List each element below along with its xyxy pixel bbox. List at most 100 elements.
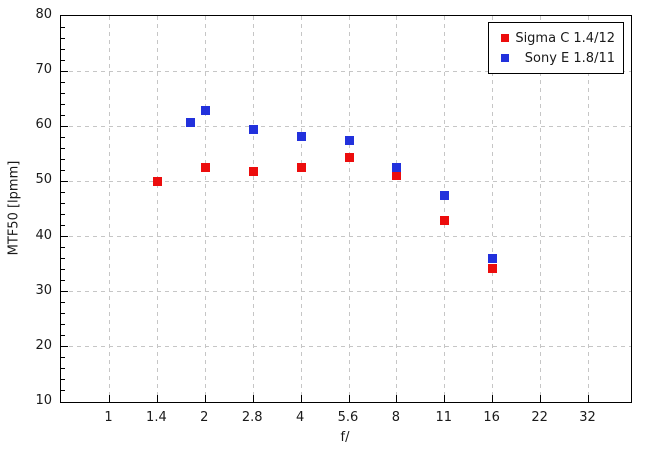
y-minor-tick-42 <box>61 225 65 227</box>
x-major-tick-8 <box>396 395 398 402</box>
gridline-y-60 <box>61 125 631 127</box>
point-sigma-f2 <box>200 163 210 173</box>
y-minor-tick-36 <box>61 258 65 260</box>
x-major-tick-4 <box>300 395 302 402</box>
y-minor-tick-14 <box>61 379 65 381</box>
y-minor-tick-68 <box>61 81 65 83</box>
x-major-tick-1.4 <box>156 395 158 402</box>
point-sigma-f4 <box>296 163 306 173</box>
y-tick-label-20: 20 <box>35 337 52 353</box>
y-tick-label-80: 80 <box>35 7 52 22</box>
y-minor-tick-76 <box>61 37 65 39</box>
y-minor-tick-78 <box>61 26 65 28</box>
point-sigma-f8 <box>392 171 402 181</box>
y-minor-tick-66 <box>61 92 65 94</box>
gridline-y-40 <box>61 236 631 238</box>
y-minor-tick-74 <box>61 48 65 50</box>
gridline-x-8 <box>396 16 398 402</box>
y-major-tick-60 <box>61 125 68 127</box>
y-minor-tick-64 <box>61 103 65 105</box>
y-minor-tick-52 <box>61 169 65 171</box>
point-sigma-f11 <box>440 215 450 225</box>
y-minor-tick-48 <box>61 191 65 193</box>
x-major-tick-11 <box>444 395 446 402</box>
point-sony-f8 <box>392 162 402 172</box>
x-major-tick-2 <box>204 395 206 402</box>
x-major-tick-2.8 <box>252 395 254 402</box>
gridline-x-32 <box>588 16 589 402</box>
y-major-tick-20 <box>61 346 68 348</box>
gridline-x-5.6 <box>348 16 350 402</box>
legend-label-sony: Sony E 1.8/11 <box>524 50 615 66</box>
legend-entry-sony: Sony E 1.8/11 <box>497 50 615 66</box>
x-tick-label-11: 11 <box>435 410 453 425</box>
x-tick-label-5.6: 5.6 <box>337 410 359 425</box>
legend-marker-sony <box>501 54 509 62</box>
y-minor-tick-44 <box>61 214 65 215</box>
point-sony-f5.6 <box>344 136 354 146</box>
gridline-x-1 <box>109 16 110 402</box>
y-major-tick-40 <box>61 236 68 238</box>
point-sigma-f16 <box>488 263 498 273</box>
y-minor-tick-56 <box>61 147 65 149</box>
y-tick-label-40: 40 <box>35 227 52 243</box>
legend: Sigma C 1.4/12 Sony E 1.8/11 <box>488 22 624 74</box>
point-sony-f2 <box>200 106 210 116</box>
y-minor-tick-28 <box>61 302 65 304</box>
x-major-tick-5.6 <box>348 395 350 402</box>
gridline-x-4 <box>300 16 302 402</box>
y-minor-tick-62 <box>61 114 65 116</box>
gridline-y-20 <box>61 346 631 348</box>
y-minor-tick-16 <box>61 368 65 370</box>
y-tick-label-50: 50 <box>35 172 52 188</box>
y-minor-tick-38 <box>61 247 65 249</box>
point-sony-f4 <box>296 131 306 141</box>
gridline-y-30 <box>61 291 631 293</box>
plot-area: Sigma C 1.4/12 Sony E 1.8/11 <box>60 15 632 403</box>
y-minor-tick-32 <box>61 280 65 282</box>
legend-entry-sigma: Sigma C 1.4/12 <box>497 30 615 46</box>
y-tick-label-30: 30 <box>35 282 52 298</box>
legend-marker-sigma <box>501 34 509 42</box>
point-sony-f11 <box>440 190 450 200</box>
gridline-y-50 <box>61 180 631 182</box>
x-axis-label: f/ <box>340 430 350 445</box>
legend-label-sigma: Sigma C 1.4/12 <box>515 30 615 46</box>
x-tick-label-16: 16 <box>483 410 500 425</box>
y-minor-tick-26 <box>61 313 65 315</box>
gridline-x-11 <box>444 16 446 402</box>
y-tick-label-70: 70 <box>35 62 52 78</box>
gridline-x-2.8 <box>252 16 254 402</box>
x-major-tick-32 <box>588 395 589 402</box>
gridline-x-22 <box>540 16 542 402</box>
x-tick-label-1.4: 1.4 <box>146 410 167 425</box>
y-minor-tick-34 <box>61 269 65 271</box>
point-sony-f2.8 <box>248 125 258 135</box>
point-sony-f1.8 <box>186 118 196 128</box>
gridline-x-1.4 <box>156 16 158 402</box>
x-tick-label-2: 2 <box>200 410 209 425</box>
x-tick-label-4: 4 <box>295 410 305 425</box>
y-minor-tick-22 <box>61 335 65 337</box>
y-tick-label-10: 10 <box>35 393 52 408</box>
point-sigma-f1.4 <box>152 176 162 186</box>
y-minor-tick-72 <box>61 59 65 61</box>
point-sony-f16 <box>488 254 498 264</box>
x-tick-label-22: 22 <box>531 410 548 425</box>
x-tick-label-2.8: 2.8 <box>241 410 263 425</box>
point-sigma-f5.6 <box>344 153 354 163</box>
x-major-tick-22 <box>540 395 542 402</box>
y-major-tick-50 <box>61 180 68 182</box>
y-major-tick-30 <box>61 291 68 293</box>
gridline-y-70 <box>61 70 631 72</box>
y-minor-tick-18 <box>61 357 65 359</box>
x-tick-label-32: 32 <box>579 410 596 425</box>
y-minor-tick-24 <box>61 324 65 326</box>
x-major-tick-1 <box>109 395 110 402</box>
x-tick-label-8: 8 <box>391 410 401 425</box>
y-minor-tick-54 <box>61 158 65 160</box>
y-minor-tick-12 <box>61 390 65 392</box>
x-major-tick-16 <box>492 395 494 402</box>
x-tick-label-1: 1 <box>104 410 113 425</box>
